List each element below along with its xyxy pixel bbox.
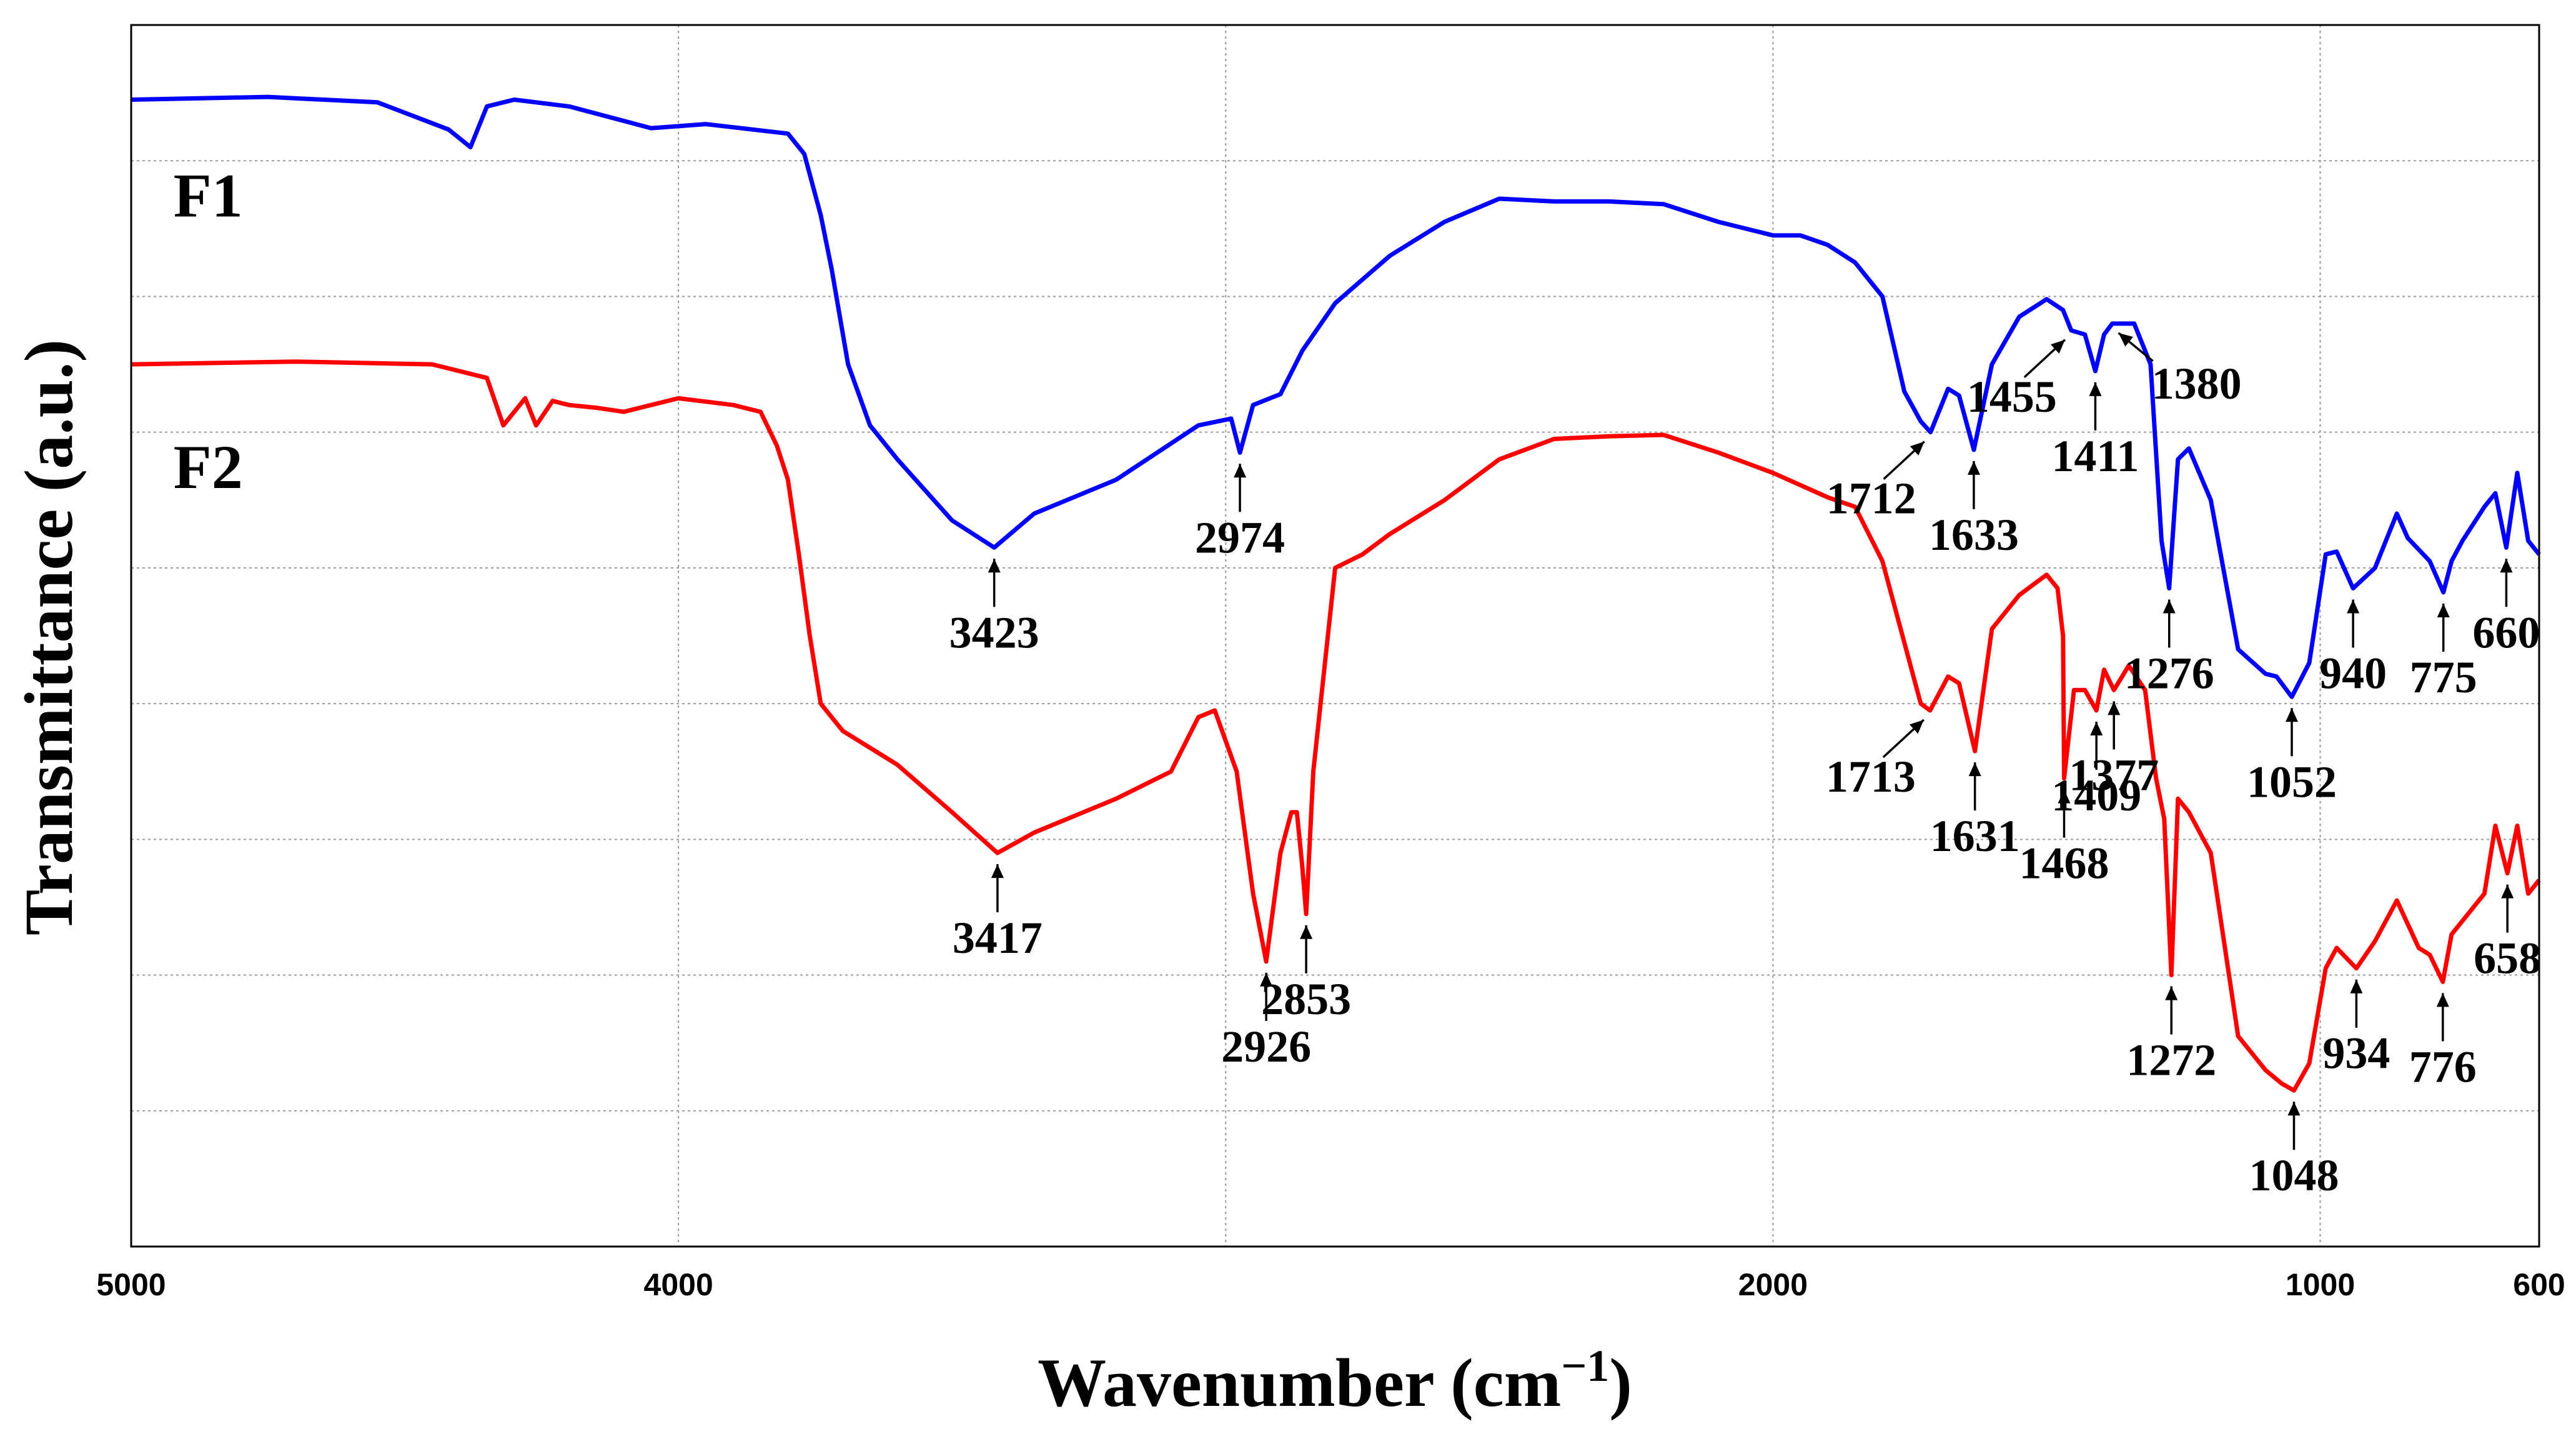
peak-annotation: 3423 bbox=[949, 559, 1039, 657]
x-tick-labels: 5000 4000 2000 1000 600 bbox=[96, 1267, 2565, 1302]
peak-arrow-head bbox=[2350, 979, 2363, 993]
peak-arrow-head bbox=[2347, 599, 2360, 614]
peak-arrow-head bbox=[2287, 1102, 2301, 1116]
y-axis-title: Transmittance (a.u.) bbox=[11, 339, 87, 935]
peak-label: 1409 bbox=[2051, 770, 2141, 820]
peak-label: 1272 bbox=[2126, 1035, 2216, 1085]
plot-frame bbox=[130, 24, 2540, 1248]
peak-annotation: 1411 bbox=[2051, 382, 2139, 481]
series-line-f2 bbox=[131, 359, 2541, 1093]
peak-annotation: 1380 bbox=[2118, 332, 2242, 409]
peak-label: 3423 bbox=[949, 607, 1039, 657]
peak-annotation: 776 bbox=[2409, 993, 2477, 1092]
x-tick-label: 1000 bbox=[2286, 1267, 2355, 1302]
peak-annotation: 1631 bbox=[1930, 762, 2020, 861]
peak-label: 1380 bbox=[2152, 359, 2242, 409]
peak-arrow-head bbox=[2436, 993, 2449, 1007]
peak-annotation: 1048 bbox=[2249, 1102, 2339, 1200]
peak-label: 2853 bbox=[1261, 974, 1351, 1024]
peak-label: 1048 bbox=[2249, 1150, 2339, 1200]
peak-arrow-head bbox=[2108, 701, 2121, 715]
x-tick-label: 600 bbox=[2513, 1267, 2565, 1302]
peak-label: 1713 bbox=[1826, 752, 1916, 802]
peak-annotation: 2926 bbox=[1221, 972, 1311, 1072]
peak-label: 1712 bbox=[1826, 474, 1916, 524]
peak-label: 3417 bbox=[953, 913, 1043, 963]
peak-arrow-head bbox=[2165, 986, 2178, 1000]
x-tick-label: 2000 bbox=[1738, 1267, 1808, 1302]
peak-annotation: 934 bbox=[2322, 979, 2390, 1078]
peak-annotation: 660 bbox=[2472, 559, 2540, 657]
peak-arrow-head bbox=[1968, 461, 1980, 475]
peak-label: 1455 bbox=[1967, 372, 2057, 422]
peak-label: 775 bbox=[2410, 652, 2477, 702]
peak-annotation: 1712 bbox=[1826, 441, 1925, 524]
series-lines bbox=[131, 94, 2541, 1093]
peak-label: 934 bbox=[2322, 1028, 2390, 1078]
peak-arrow-head bbox=[2089, 382, 2102, 396]
peak-label: 1377 bbox=[2069, 750, 2159, 800]
peak-arrow-head bbox=[2090, 722, 2103, 735]
peak-annotation: 1276 bbox=[2124, 599, 2214, 698]
peak-label: 1276 bbox=[2124, 648, 2214, 698]
peak-label: 1631 bbox=[1930, 811, 2020, 861]
peak-label: 1052 bbox=[2247, 757, 2337, 807]
peak-arrow-head bbox=[2286, 708, 2298, 722]
x-axis-title-sup: −1 bbox=[1561, 1341, 1609, 1391]
peak-annotations: 3423 2974 1712 1633 1455 1411 1380 1276 1052 940 7… bbox=[949, 332, 2541, 1200]
peak-annotation: 1272 bbox=[2126, 986, 2216, 1085]
x-tick-label: 5000 bbox=[96, 1267, 166, 1302]
peak-arrow-head bbox=[1260, 972, 1273, 987]
peak-annotation: 1377 bbox=[2069, 701, 2159, 800]
peak-arrow-head bbox=[991, 864, 1004, 879]
x-axis-title-close: ) bbox=[1609, 1345, 1632, 1421]
series-label-f2: F2 bbox=[174, 432, 243, 502]
peak-arrow-head bbox=[2437, 604, 2450, 617]
x-axis-title: Wavenumber (cm−1) bbox=[1038, 1341, 1632, 1421]
peak-label: 2926 bbox=[1221, 1022, 1311, 1072]
peak-annotation: 1409 bbox=[2051, 721, 2141, 820]
peak-annotation: 1468 bbox=[2019, 789, 2109, 889]
series-labels: F1 F2 bbox=[174, 161, 243, 502]
peak-arrow-head bbox=[2500, 559, 2513, 573]
peak-arrow-head bbox=[988, 559, 1001, 573]
peak-annotation: 1455 bbox=[1967, 339, 2066, 422]
peak-arrow-head bbox=[2058, 789, 2071, 804]
peak-label: 2974 bbox=[1195, 512, 1285, 562]
peak-annotation: 658 bbox=[2474, 884, 2541, 983]
peak-annotation: 775 bbox=[2410, 603, 2477, 702]
peak-arrow-head bbox=[1909, 720, 1924, 734]
peak-annotation: 2853 bbox=[1261, 925, 1351, 1024]
peak-annotation: 940 bbox=[2319, 599, 2387, 698]
peak-arrow-head bbox=[2162, 599, 2176, 614]
peak-annotation: 1713 bbox=[1826, 719, 1925, 802]
peak-arrow-head bbox=[1300, 925, 1313, 939]
peak-label: 658 bbox=[2474, 934, 2541, 983]
peak-label: 940 bbox=[2319, 648, 2387, 698]
peak-arrow-head bbox=[2051, 339, 2065, 354]
peak-arrow-head bbox=[2501, 884, 2514, 899]
peak-arrow-head bbox=[2118, 332, 2133, 347]
peak-annotation: 2974 bbox=[1195, 464, 1285, 562]
x-axis-title-main: Wavenumber (cm bbox=[1038, 1345, 1561, 1421]
peak-label: 660 bbox=[2472, 607, 2540, 657]
peak-arrow-head bbox=[1968, 762, 1981, 777]
x-tick-label: 4000 bbox=[644, 1267, 713, 1302]
series-label-f1: F1 bbox=[174, 161, 243, 231]
peak-label: 1411 bbox=[2051, 431, 2139, 481]
peak-annotation: 1633 bbox=[1929, 461, 2019, 560]
peak-arrow-head bbox=[1910, 441, 1925, 456]
peak-label: 1468 bbox=[2019, 839, 2109, 889]
peak-annotation: 3417 bbox=[953, 864, 1043, 963]
peak-label: 776 bbox=[2409, 1042, 2477, 1092]
peak-label: 1633 bbox=[1929, 510, 2019, 560]
peak-annotation: 1052 bbox=[2247, 708, 2337, 807]
series-line-f1 bbox=[131, 94, 2541, 699]
peak-arrow-head bbox=[1234, 464, 1247, 478]
